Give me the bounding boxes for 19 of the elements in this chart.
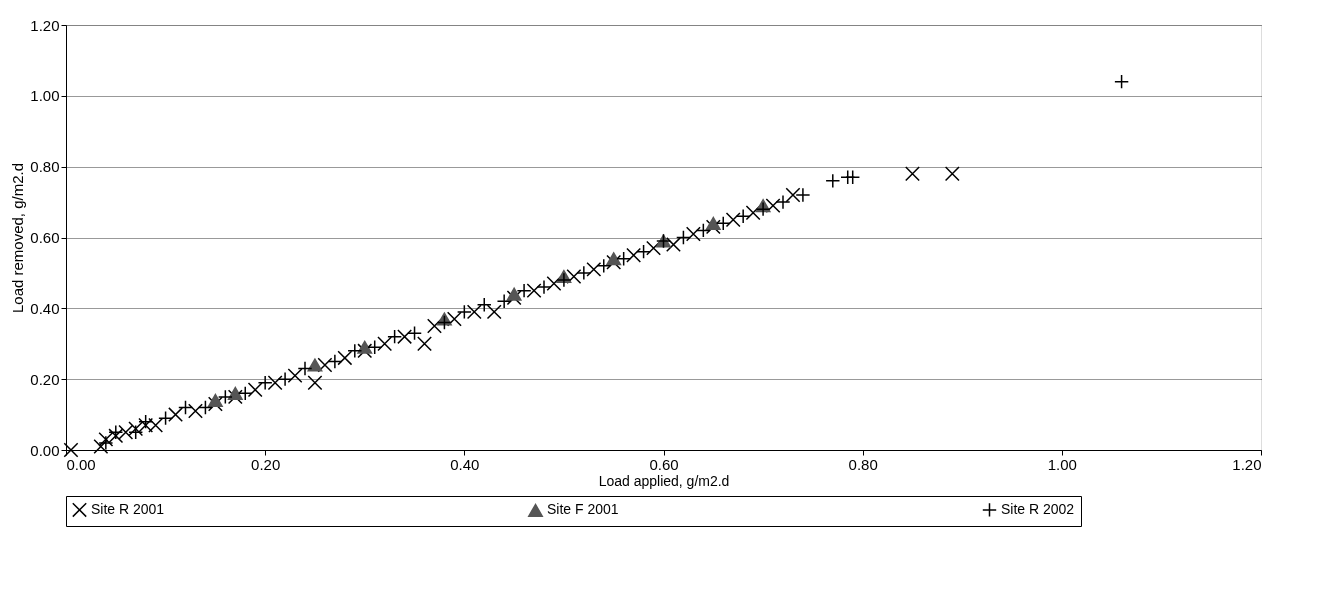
legend-label: Site R 2001 (91, 500, 165, 517)
y-tick-label: 0.60 (30, 229, 60, 246)
x-tick-label: 0.80 (848, 455, 878, 473)
y-tick-label: 0.20 (30, 370, 60, 388)
y-tick-label: 1.20 (30, 16, 60, 34)
x-tick-label: 0.20 (251, 455, 281, 473)
y-tick-label: 1.00 (30, 87, 60, 105)
y-tick-label: 0.80 (30, 158, 60, 176)
y-tick-label: 0.40 (30, 299, 60, 317)
x-axis-title: Load applied, g/m2.d (598, 472, 730, 489)
x-tick-label: 1.20 (1232, 455, 1262, 473)
y-axis-title: Load removed, g/m2.d (9, 162, 27, 314)
y-tick-label: 0.00 (30, 441, 60, 459)
legend-label: Site R 2002 (1001, 500, 1075, 517)
x-tick-label: 0.00 (66, 455, 96, 473)
legend-label: Site F 2001 (547, 501, 619, 518)
x-tick-label: 1.00 (1047, 455, 1077, 473)
x-tick-label: 0.40 (450, 455, 480, 473)
x-tick-label: 0.60 (649, 455, 679, 473)
